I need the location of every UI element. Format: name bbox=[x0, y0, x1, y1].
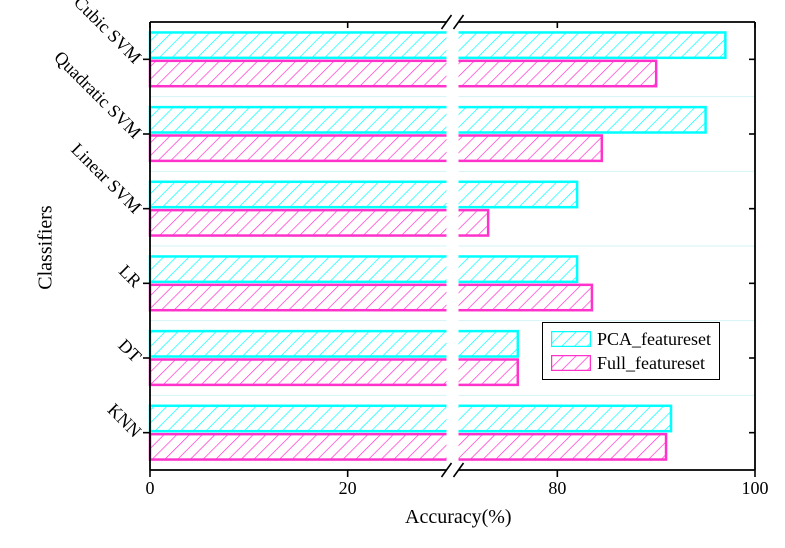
legend-swatch bbox=[551, 355, 591, 371]
legend-swatch bbox=[551, 331, 591, 347]
legend-label: Full_featureset bbox=[597, 353, 705, 374]
x-axis-label: Accuracy(%) bbox=[405, 506, 512, 529]
x-tick-label: 100 bbox=[735, 478, 775, 499]
x-tick-label: 0 bbox=[130, 478, 170, 499]
legend: PCA_featureset Full_featureset bbox=[542, 322, 720, 380]
legend-item: PCA_featureset bbox=[551, 327, 711, 351]
chart-container: Classifiers Accuracy(%) PCA_featuresetFu… bbox=[0, 0, 785, 548]
x-tick-label: 80 bbox=[537, 478, 577, 499]
x-tick-label: 20 bbox=[328, 478, 368, 499]
legend-label: PCA_featureset bbox=[597, 329, 711, 350]
legend-item: Full_featureset bbox=[551, 351, 711, 375]
